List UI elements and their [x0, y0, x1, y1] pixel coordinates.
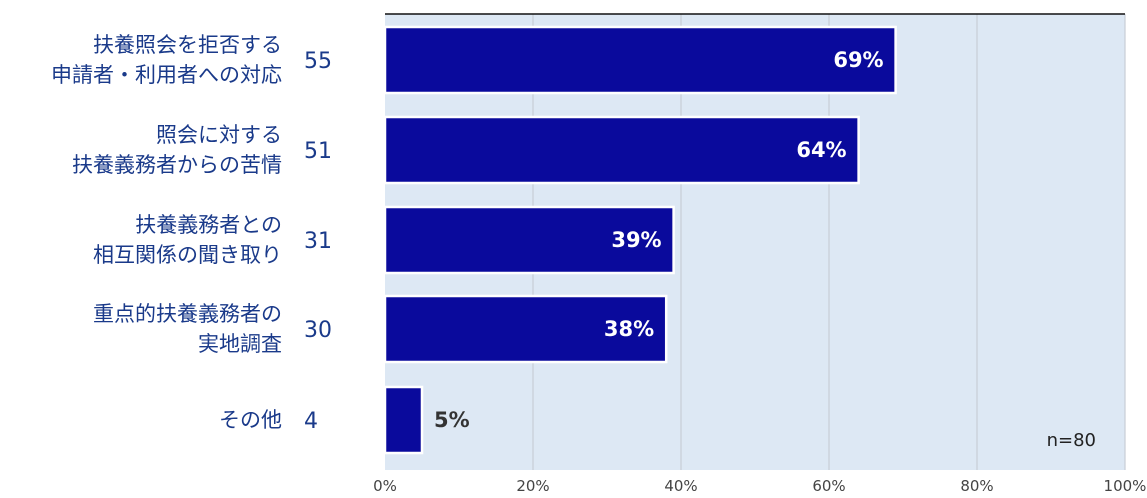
category-label: 扶養義務者との相互関係の聞き取り — [93, 213, 282, 267]
sample-size-note: n=80 — [1047, 430, 1096, 451]
x-tick-label: 40% — [664, 477, 697, 495]
x-tick-label: 0% — [373, 477, 397, 495]
x-tick-label: 60% — [812, 477, 845, 495]
bar-value-label: 38% — [604, 317, 654, 341]
count-label: 55 — [304, 49, 332, 74]
count-label: 30 — [304, 318, 332, 343]
bar-value-label: 64% — [796, 138, 846, 162]
x-tick-label: 80% — [960, 477, 993, 495]
bar — [383, 115, 860, 185]
bar-value-label: 5% — [434, 408, 470, 432]
bar — [383, 25, 897, 95]
bar — [383, 385, 424, 455]
bar-value-label: 39% — [611, 228, 661, 252]
count-label: 51 — [304, 139, 332, 164]
category-label: 扶養照会を拒否する申請者・利用者への対応 — [51, 33, 282, 87]
x-tick-label: 100% — [1104, 477, 1147, 495]
category-label: 重点的扶養義務者の実地調査 — [93, 302, 282, 356]
bar — [383, 294, 668, 364]
bar — [383, 205, 675, 275]
count-label: 4 — [304, 409, 318, 434]
x-axis-ticks: 0% 20% 40% 60% 80% 100% — [373, 477, 1146, 495]
category-label: 照会に対する扶養義務者からの苦情 — [72, 123, 282, 177]
count-label: 31 — [304, 229, 332, 254]
bar-value-label: 69% — [833, 48, 883, 72]
category-label: その他 — [219, 408, 282, 432]
bars: 69% 64% 39% 38% 5% — [383, 25, 897, 455]
category-labels: 扶養照会を拒否する申請者・利用者への対応 55 照会に対する扶養義務者からの苦情 51… — [51, 33, 332, 434]
x-tick-label: 20% — [516, 477, 549, 495]
